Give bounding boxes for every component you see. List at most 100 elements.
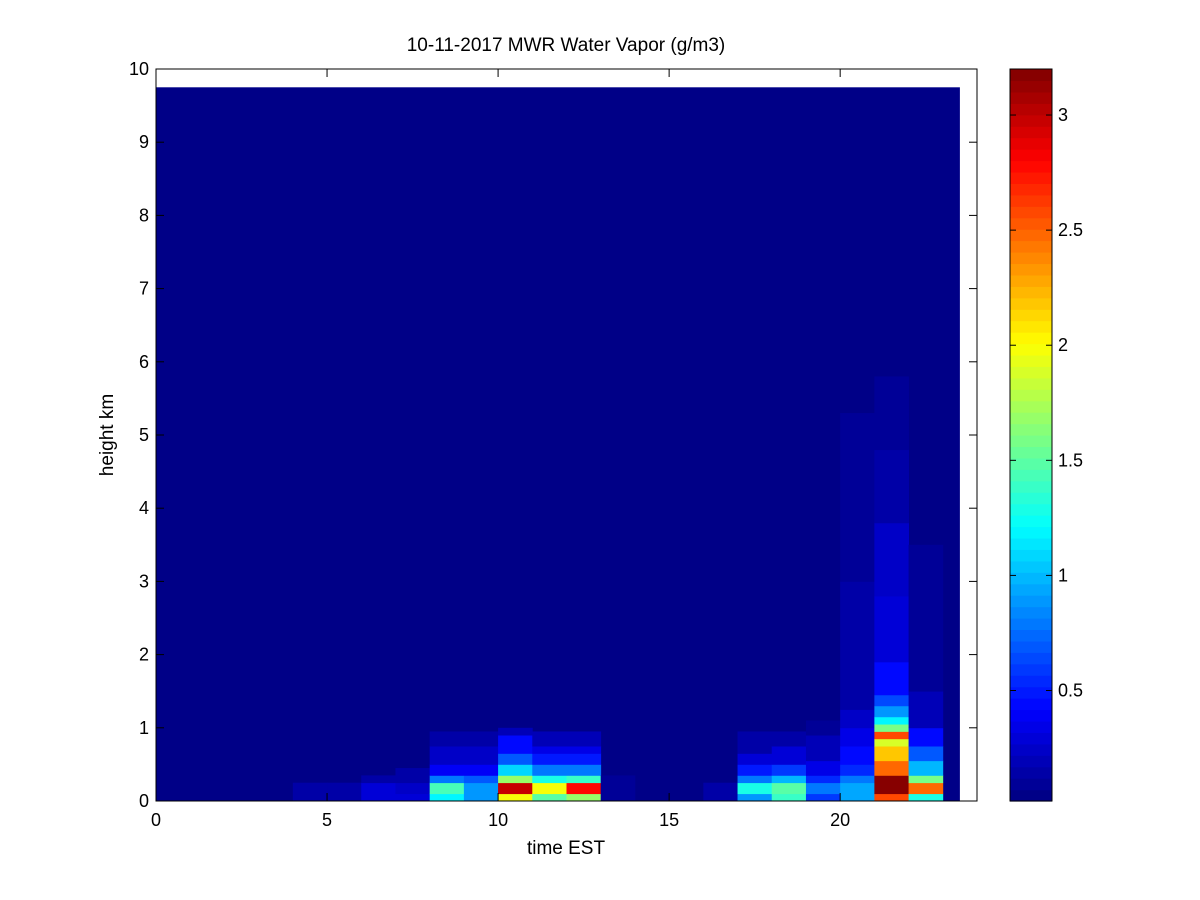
heatmap-cell <box>429 793 465 802</box>
colorbar-segment <box>1010 503 1052 516</box>
heatmap-cell <box>737 731 773 754</box>
x-tick-label: 15 <box>659 810 679 830</box>
colorbar-tick-label: 2.5 <box>1058 220 1083 240</box>
colorbar-segment <box>1010 789 1052 802</box>
heatmap-cell <box>908 760 944 776</box>
heatmap-cell <box>463 764 499 776</box>
colorbar-segment <box>1010 560 1052 573</box>
heatmap-cell <box>908 727 944 747</box>
heatmap-cell <box>874 738 909 747</box>
y-tick-label: 8 <box>139 205 149 225</box>
colorbar-segment <box>1010 457 1052 470</box>
colorbar-segment <box>1010 595 1052 608</box>
heatmap-cell <box>840 727 875 747</box>
colorbar-segment <box>1010 492 1052 505</box>
heatmap-cell <box>429 764 465 776</box>
colorbar-segment <box>1010 91 1052 104</box>
heatmap-cell <box>737 782 773 795</box>
heatmap-cell <box>737 764 773 776</box>
heatmap-cell <box>874 705 909 718</box>
colorbar-segment <box>1010 194 1052 207</box>
colorbar-segment <box>1010 766 1052 779</box>
heatmap-cell <box>805 782 841 795</box>
heatmap-cell <box>805 720 841 736</box>
heatmap-cell <box>292 782 328 802</box>
heatmap-cell <box>463 775 499 784</box>
colorbar-segment <box>1010 332 1052 345</box>
heatmap-cell <box>429 731 465 747</box>
heatmap-cell <box>532 782 567 795</box>
colorbar-segment <box>1010 137 1052 150</box>
colorbar-segment <box>1010 755 1052 768</box>
heatmap-cell <box>737 775 773 784</box>
heatmap-cell <box>840 413 875 582</box>
colorbar-segment <box>1010 606 1052 619</box>
colorbar-segment <box>1010 435 1052 448</box>
colorbar-segment <box>1010 709 1052 722</box>
heatmap-cell <box>532 746 567 754</box>
colorbar-segment <box>1010 263 1052 276</box>
heatmap-cell <box>805 793 841 802</box>
heatmap-cell <box>361 782 396 802</box>
colorbar-segment <box>1010 366 1052 379</box>
heatmap-cell <box>327 782 362 802</box>
y-axis-label: height km <box>97 394 118 476</box>
heatmap-cell <box>908 775 944 784</box>
colorbar-segment <box>1010 206 1052 219</box>
heatmap-cell <box>395 782 431 795</box>
colorbar-segment <box>1010 114 1052 127</box>
colorbar-segment <box>1010 675 1052 688</box>
colorbar-segment <box>1010 343 1052 356</box>
heatmap-cell <box>737 793 773 802</box>
heatmap-cell <box>874 760 909 776</box>
y-tick-label: 1 <box>139 718 149 738</box>
heatmap-cell <box>874 694 909 707</box>
colorbar-segment <box>1010 274 1052 287</box>
heatmap-cell <box>840 782 875 802</box>
heatmap-cell <box>566 753 602 765</box>
heatmap-cell <box>395 793 431 802</box>
y-tick-label: 9 <box>139 132 149 152</box>
y-tick-label: 3 <box>139 571 149 591</box>
heatmap-cell <box>463 746 499 765</box>
colorbar-segment <box>1010 686 1052 699</box>
colorbar-tick-label: 1 <box>1058 565 1068 585</box>
colorbar-segment <box>1010 400 1052 413</box>
colorbar-tick-label: 1.5 <box>1058 450 1083 470</box>
heatmap-cell <box>498 764 533 776</box>
colorbar-segment <box>1010 720 1052 733</box>
heatmap-cell <box>874 596 909 663</box>
colorbar-segment <box>1010 480 1052 493</box>
colorbar-segment <box>1010 446 1052 459</box>
colorbar-segment <box>1010 618 1052 631</box>
colorbar-segment <box>1010 389 1052 402</box>
heatmap-cell <box>874 775 909 795</box>
heatmap-cell <box>874 376 909 451</box>
heatmap-cell <box>566 731 602 747</box>
colorbar-segment <box>1010 149 1052 162</box>
x-tick-label: 20 <box>830 810 850 830</box>
heatmap-cell <box>532 764 567 776</box>
heatmap-cell <box>908 782 944 795</box>
heatmap-cell <box>908 793 944 802</box>
heatmap-cell <box>840 581 875 710</box>
colorbar-segment <box>1010 240 1052 253</box>
x-axis-ticks: 0 5 10 15 20 <box>151 69 850 830</box>
heatmap-cell <box>771 764 807 776</box>
heatmap-cell <box>532 731 567 747</box>
heatmap-cell <box>771 775 807 784</box>
heatmap-cell <box>737 753 773 765</box>
heatmap-cell <box>566 775 602 784</box>
heatmap-cell <box>498 775 533 784</box>
y-tick-label: 6 <box>139 352 149 372</box>
colorbar-segment <box>1010 469 1052 482</box>
y-tick-label: 2 <box>139 645 149 665</box>
heatmap-cell <box>840 709 875 729</box>
x-tick-label: 0 <box>151 810 161 830</box>
heatmap-cell <box>771 782 807 795</box>
colorbar-segment <box>1010 69 1052 82</box>
y-axis-ticks: 0 1 2 3 4 5 6 7 8 9 10 <box>129 59 977 811</box>
colorbar-segment <box>1010 583 1052 596</box>
colorbar-segment <box>1010 80 1052 93</box>
heatmap-cell <box>566 764 602 776</box>
